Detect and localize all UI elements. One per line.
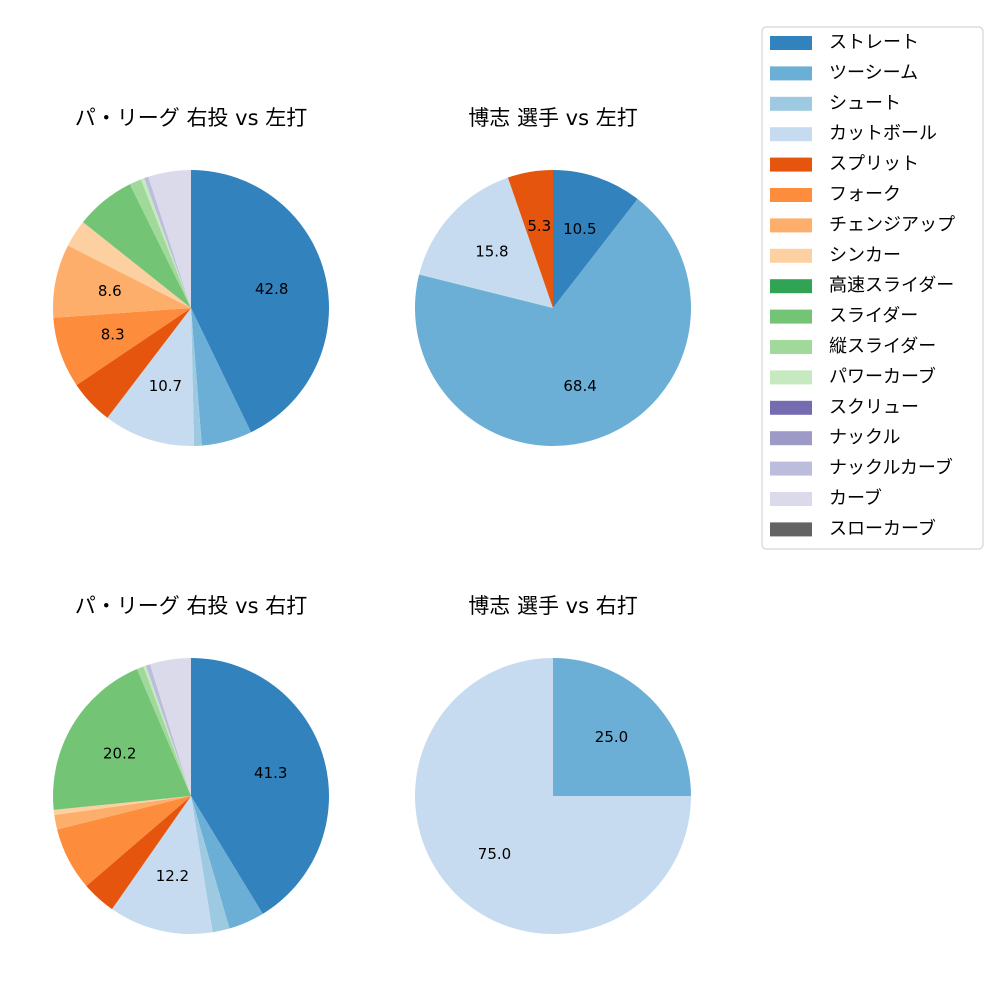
pie-4-title: 博志 選手 vs 右打 <box>468 594 637 618</box>
legend-label-3: シュート <box>829 93 901 114</box>
legend-label-5: スプリット <box>829 154 919 175</box>
legend-frame <box>761 26 984 550</box>
legend-swatch-4 <box>770 127 812 142</box>
pie-3-slice-6 <box>57 796 192 886</box>
pie-2-value-label-4: 5.3 <box>527 217 551 235</box>
pie-1-slice-9 <box>82 184 191 308</box>
pie-4-value-label-2: 75.0 <box>478 845 511 863</box>
pie-4-value-label-1: 25.0 <box>595 728 628 746</box>
pie-2-slice-2 <box>414 198 691 447</box>
legend-label-12: パワーカーブ <box>829 365 936 387</box>
pie-1-slice-3 <box>191 308 202 446</box>
legend-label-10: スライダー <box>829 306 918 327</box>
pie-4-slice-1 <box>553 658 691 796</box>
legend-swatch-3 <box>770 96 812 111</box>
pie-1-slice-4 <box>107 308 195 447</box>
pie-3-slice-9 <box>53 669 191 810</box>
legend-swatch-7 <box>770 218 812 233</box>
pie-1-slice-8 <box>67 222 191 308</box>
legend-label-13: スクリュー <box>829 397 919 418</box>
pie-3-slice-2 <box>191 796 263 929</box>
legend-label-2: ツーシーム <box>829 62 918 83</box>
legend-swatch-1 <box>770 36 812 50</box>
pie-1-slice-2 <box>191 308 251 446</box>
pie-2-value-label-3: 15.8 <box>475 243 508 261</box>
legend-label-17: スローカーブ <box>829 517 936 539</box>
pie-1-slice-13 <box>148 170 191 308</box>
pie-3-slice-13 <box>150 658 191 796</box>
pie-1-slice-5 <box>76 308 191 418</box>
legend-label-1: ストレート <box>829 32 919 53</box>
pie-1-slice-1 <box>191 170 330 433</box>
legend-swatch-11 <box>770 340 812 354</box>
pie-1-slice-12 <box>144 176 191 308</box>
pie-1-title: パ・リーグ 右投 vs 左打 <box>75 106 307 130</box>
legend: ストレートツーシームシュートカットボールスプリットフォークチェンジアップシンカー… <box>761 26 984 550</box>
pie-1-slice-11 <box>140 178 191 308</box>
pie-2-slice-4 <box>507 170 553 308</box>
legend-label-6: フォーク <box>829 184 901 205</box>
pie-3-value-label-4: 12.2 <box>156 867 189 885</box>
pie-1-slice-10 <box>129 179 191 308</box>
pie-1-slice-7 <box>53 245 191 318</box>
legend-swatch-13 <box>770 400 812 415</box>
legend-swatch-9 <box>770 279 812 294</box>
legend-swatch-6 <box>770 188 812 202</box>
pie-3-slice-1 <box>191 658 329 914</box>
pie-3-slice-11 <box>143 665 191 796</box>
legend-swatch-12 <box>770 370 812 385</box>
legend-swatch-14 <box>770 431 812 446</box>
pie-3-slice-4 <box>112 796 213 934</box>
legend-label-14: ナックル <box>829 427 900 448</box>
pie-3-right-batter-league: 41.3 12.2 20.2 <box>53 658 329 934</box>
pie-4-slice-2 <box>415 658 691 934</box>
legend-label-7: チェンジアップ <box>829 214 955 235</box>
pie-3-slice-10 <box>136 666 191 796</box>
pie-2-value-label-1: 10.5 <box>563 220 596 238</box>
pie-3-slice-5 <box>86 796 191 910</box>
legend-label-4: カットボール <box>829 123 937 144</box>
pie-3-slice-12 <box>145 664 191 796</box>
pie-3-slice-7 <box>54 796 191 830</box>
pie-2-value-label-2: 68.4 <box>563 377 596 395</box>
pie-3-value-label-1: 41.3 <box>254 764 287 782</box>
legend-label-15: ナックルカーブ <box>829 457 953 479</box>
pie-1-value-label-7: 8.6 <box>98 282 122 300</box>
pie-2-title: 博志 選手 vs 左打 <box>468 106 637 130</box>
legend-swatch-8 <box>770 248 812 263</box>
pie-2-slice-3 <box>419 177 553 308</box>
legend-label-11: 縦スライダー <box>829 336 936 357</box>
legend-label-16: カーブ <box>829 487 882 509</box>
pie-4-right-batter-pitcher: 25.0 75.0 <box>415 658 691 934</box>
legend-label-9: 高速スライダー <box>829 275 954 296</box>
pie-3-slice-8 <box>53 796 192 816</box>
pie-1-value-label-6: 8.3 <box>101 326 125 344</box>
pie-2-left-batter-pitcher: 10.5 68.4 15.8 5.3 <box>414 170 691 447</box>
pie-1-slice-6 <box>53 308 191 386</box>
pie-3-title: パ・リーグ 右投 vs 右打 <box>75 594 307 618</box>
pie-1-value-label-4: 10.7 <box>149 377 182 395</box>
legend-swatch-15 <box>770 461 812 476</box>
legend-swatch-10 <box>770 309 812 324</box>
pie-1-left-batter-league: 42.8 10.7 8.3 8.6 <box>53 170 330 447</box>
legend-swatch-5 <box>770 157 812 172</box>
legend-label-8: シンカー <box>829 245 901 266</box>
legend-swatch-2 <box>770 66 812 81</box>
pie-2-slice-1 <box>553 170 638 308</box>
pie-3-value-label-9: 20.2 <box>103 744 136 762</box>
pie-1-value-label-1: 42.8 <box>255 280 288 298</box>
pie-3-slice-3 <box>191 796 230 933</box>
legend-swatch-17 <box>770 522 812 537</box>
legend-swatch-16 <box>770 492 812 506</box>
